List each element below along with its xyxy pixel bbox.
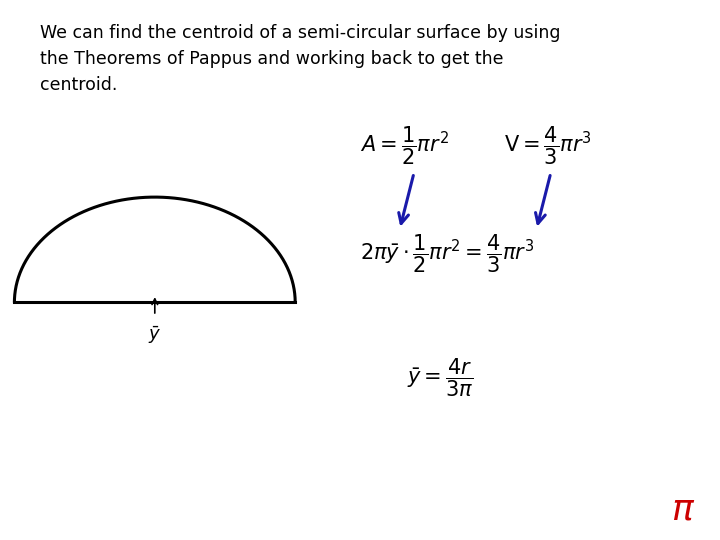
Text: We can find the centroid of a semi-circular surface by using
the Theorems of Pap: We can find the centroid of a semi-circu… xyxy=(40,24,560,94)
Text: $\bar{y} = \dfrac{4r}{3\pi}$: $\bar{y} = \dfrac{4r}{3\pi}$ xyxy=(407,357,474,399)
Text: $A = \dfrac{1}{2}\pi r^2$: $A = \dfrac{1}{2}\pi r^2$ xyxy=(360,125,449,167)
Text: $\bar{y}$: $\bar{y}$ xyxy=(148,324,161,346)
Text: $\pi$: $\pi$ xyxy=(670,492,695,526)
Text: $2\pi\bar{y}\cdot\dfrac{1}{2}\pi r^2 = \dfrac{4}{3}\pi r^3$: $2\pi\bar{y}\cdot\dfrac{1}{2}\pi r^2 = \… xyxy=(360,233,534,275)
Text: $\mathrm{V}{=}\dfrac{4}{3}\pi r^3$: $\mathrm{V}{=}\dfrac{4}{3}\pi r^3$ xyxy=(504,125,592,167)
